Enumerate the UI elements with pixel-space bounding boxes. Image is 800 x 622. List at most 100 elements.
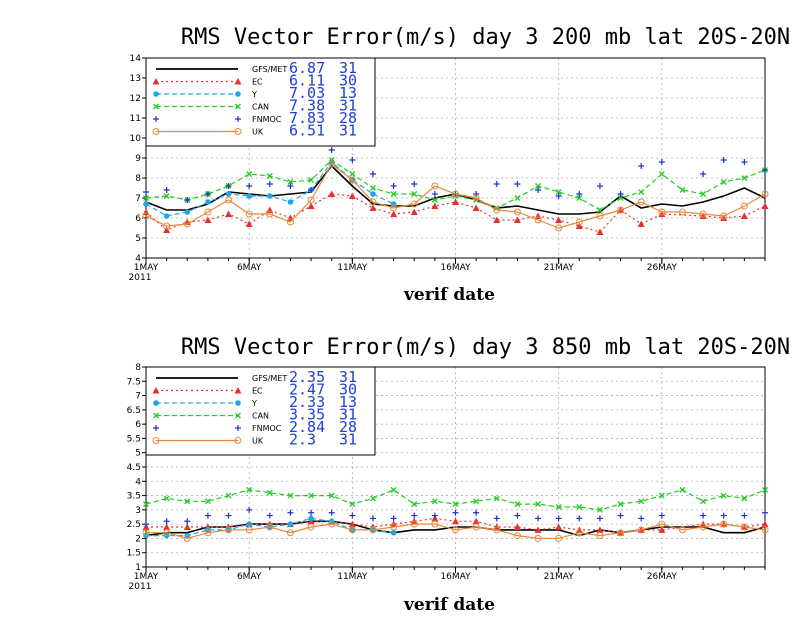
marker-open-circle [658,520,666,528]
legend-item: UK 6.51 31 [152,122,357,140]
marker-x [143,195,149,201]
legend-name: CAN [252,103,269,112]
legend-item: EC 6.11 30 [152,72,357,90]
marker-open-circle [740,202,748,210]
marker-open-circle [513,532,521,540]
x-tick-label: 21MAY [544,263,575,273]
y-tick-label: 12 [130,94,141,104]
legend-stat-count: 31 [339,97,357,115]
y-tick-label: 4.5 [127,463,141,473]
marker-open-circle [225,526,233,534]
legend-name: Y [251,399,257,408]
marker-open-circle [472,523,480,531]
legend-item: UK 2.3 31 [152,431,357,449]
y-tick-label: 3.5 [127,492,141,502]
y-tick-label: 4 [135,254,141,264]
marker-open-circle [234,437,242,444]
marker-x [235,412,241,419]
marker-plus [390,515,397,522]
y-tick-label: 4 [135,477,141,487]
marker-open-circle [555,534,563,542]
series-line [145,193,766,233]
marker-triangle [328,190,336,197]
marker-triangle [699,212,707,219]
marker-plus [596,183,603,189]
legend-name: EC [252,78,263,87]
marker-triangle [513,523,521,530]
marker-x [617,501,624,508]
marker-plus [225,512,232,519]
marker-plus [266,512,273,519]
marker-x [700,191,707,197]
marker-plus [638,163,645,169]
marker-x [596,506,603,513]
marker-open-circle [163,222,171,230]
legend-name: UK [252,128,264,137]
marker-open-circle [183,220,191,228]
y-tick-label: 11 [130,114,141,124]
x-tick-label: 21MAY [544,572,575,582]
marker-plus [369,171,376,177]
marker-x [153,103,159,110]
marker-open-circle [204,529,212,537]
marker-open-circle [431,182,439,190]
y-tick-label: 10 [130,134,142,144]
marker-plus [143,189,149,195]
series-fnmoc [143,147,768,203]
marker-triangle [348,520,356,528]
marker-triangle [575,222,583,229]
marker-open-circle [617,529,625,537]
marker-open-circle [493,206,501,214]
marker-plus [658,512,665,519]
marker-x [452,501,459,508]
marker-plus [163,518,170,525]
marker-plus [720,157,727,163]
marker-x [143,501,149,508]
marker-triangle [534,526,542,533]
legend-item: CAN 7.38 31 [153,97,357,115]
marker-plus [328,509,335,516]
legend-item: GFS/MET 6.87 31 [156,59,357,77]
legend-item: FNMOC 2.84 28 [153,418,357,436]
marker-x [514,195,521,201]
marker-open-circle [617,206,625,214]
marker-plus [473,191,480,197]
marker-x [153,412,159,419]
marker-open-circle [410,520,418,528]
marker-open-circle [204,208,212,216]
marker-x [235,103,241,110]
marker-open-circle [761,190,769,198]
marker-x [576,195,583,201]
y-tick-label: 6 [135,420,141,430]
marker-triangle [163,523,171,530]
marker-triangle [245,220,253,227]
series-can [143,486,768,513]
x-tick-label-line: 26MAY [647,572,678,582]
legend-stat-value: 6.11 [289,72,325,90]
marker-plus [349,157,356,163]
marker-x [596,207,603,213]
marker-plus [411,512,418,519]
marker-triangle [204,216,212,223]
marker-x [638,189,645,195]
marker-triangle [658,210,666,217]
marker-triangle [234,78,242,85]
marker-x [658,492,665,499]
marker-plus [411,181,418,187]
x-tick-label-line: 26MAY [647,263,678,273]
y-tick-label: 8 [135,363,141,373]
chart-title: RMS Vector Error(m/s) day 3 200 mb lat 2… [181,25,790,50]
legend-item: CAN 3.35 31 [153,406,357,424]
marker-open-circle [369,198,377,206]
marker-open-circle [761,526,769,534]
y-tick-label: 1 [135,563,141,573]
legend-stat-value: 2.33 [289,393,325,411]
marker-open-circle [266,210,274,218]
marker-circle [287,199,294,205]
x-axis-label: verif date [403,595,495,615]
marker-plus [235,116,241,122]
marker-open-circle [266,523,274,531]
marker-triangle [452,517,459,525]
marker-triangle [472,204,480,211]
marker-triangle [555,216,563,223]
